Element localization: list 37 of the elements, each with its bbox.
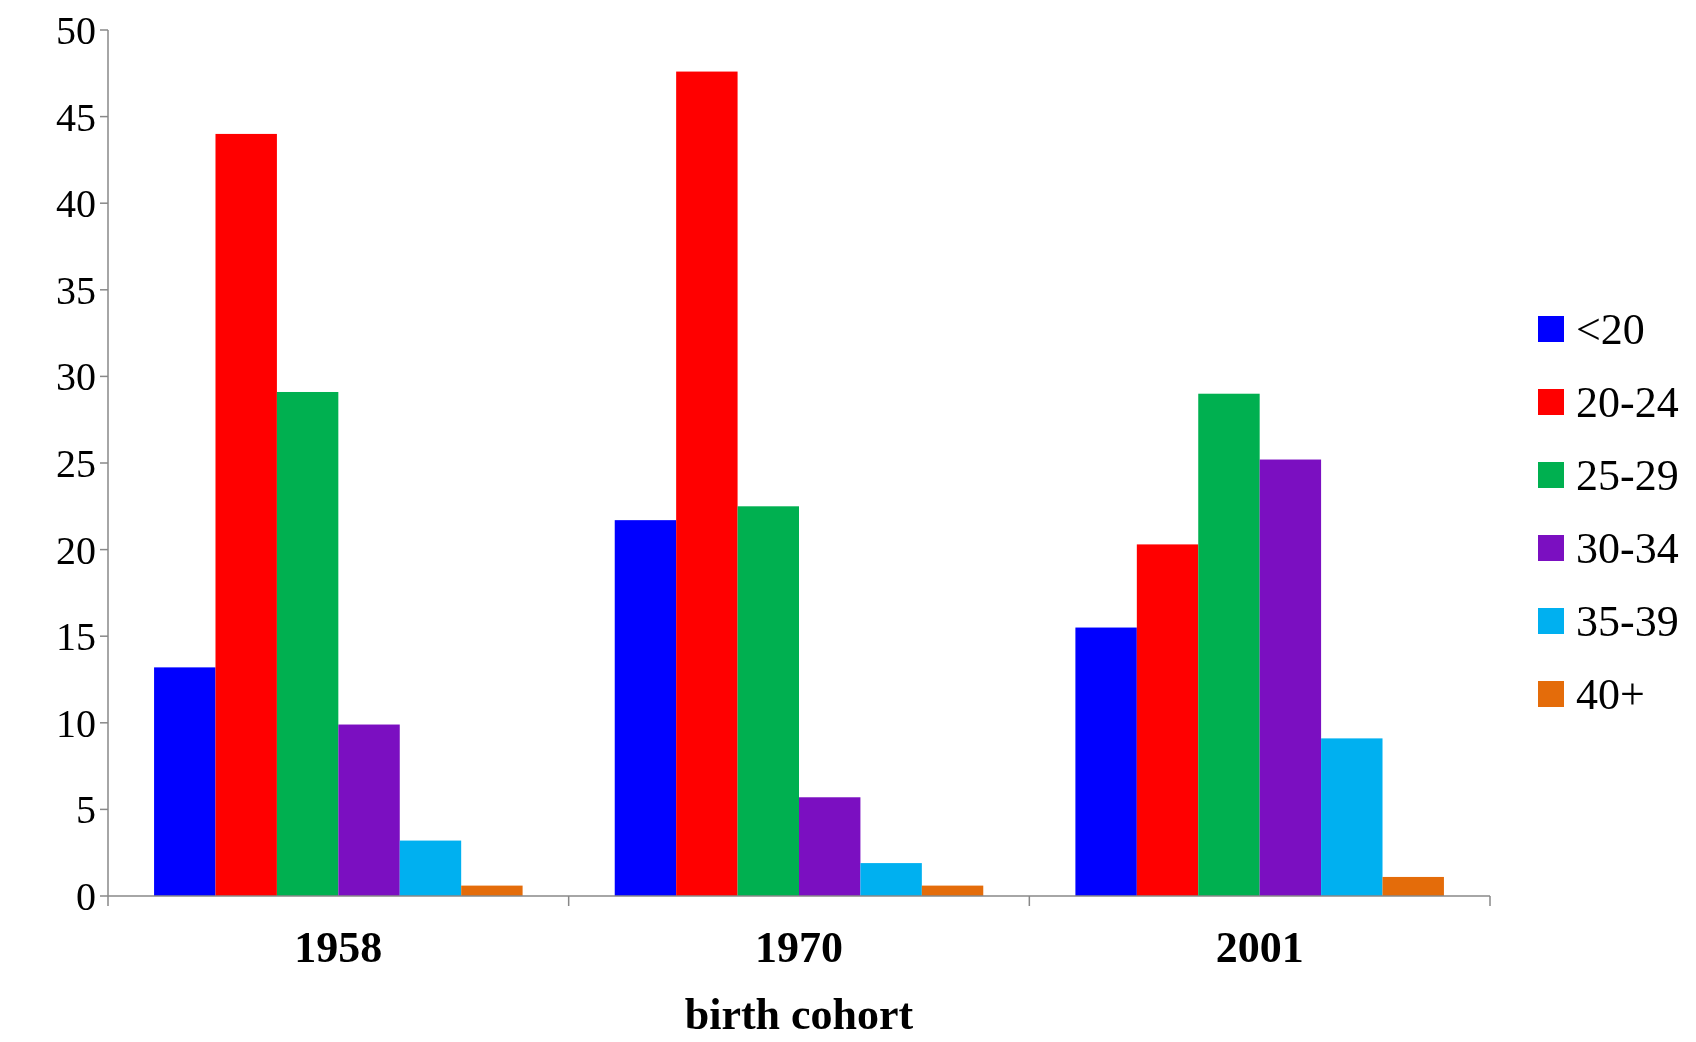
y-tick-label: 15 — [56, 614, 96, 660]
y-tick-label: 45 — [56, 94, 96, 140]
bar — [799, 797, 861, 896]
y-tick-label: 5 — [76, 787, 96, 833]
legend-label: <20 — [1576, 305, 1645, 355]
bar — [215, 133, 277, 896]
bar — [860, 863, 922, 896]
legend-label: 30-34 — [1576, 524, 1679, 574]
legend-label: 25-29 — [1576, 451, 1679, 501]
y-tick-label: 40 — [56, 181, 96, 227]
legend-label: 35-39 — [1576, 597, 1679, 647]
bar — [1382, 876, 1444, 896]
legend-label: 20-24 — [1576, 378, 1679, 428]
x-tick-label: 1970 — [755, 923, 843, 972]
bar — [1198, 393, 1260, 896]
y-tick-label: 50 — [56, 8, 96, 53]
bar — [154, 667, 216, 896]
legend-label: 40+ — [1576, 670, 1645, 720]
bar — [614, 520, 677, 896]
bar — [737, 506, 799, 896]
x-axis-title: birth cohort — [684, 990, 914, 1039]
y-tick-label: 20 — [56, 527, 96, 573]
y-tick-label: 30 — [56, 354, 96, 400]
bar — [1259, 459, 1322, 896]
bar — [676, 71, 738, 896]
bar — [276, 391, 339, 896]
bar — [1136, 544, 1199, 896]
bar — [338, 724, 400, 896]
bar — [1321, 738, 1383, 896]
x-tick-label: 1958 — [294, 923, 383, 972]
y-tick-label: 10 — [56, 700, 96, 746]
y-tick-label: 35 — [56, 267, 96, 313]
bar — [1075, 627, 1137, 896]
y-tick-label: 25 — [56, 441, 96, 486]
bar — [399, 840, 462, 896]
y-tick-label: 0 — [76, 874, 96, 919]
x-tick-label: 2001 — [1215, 923, 1304, 972]
